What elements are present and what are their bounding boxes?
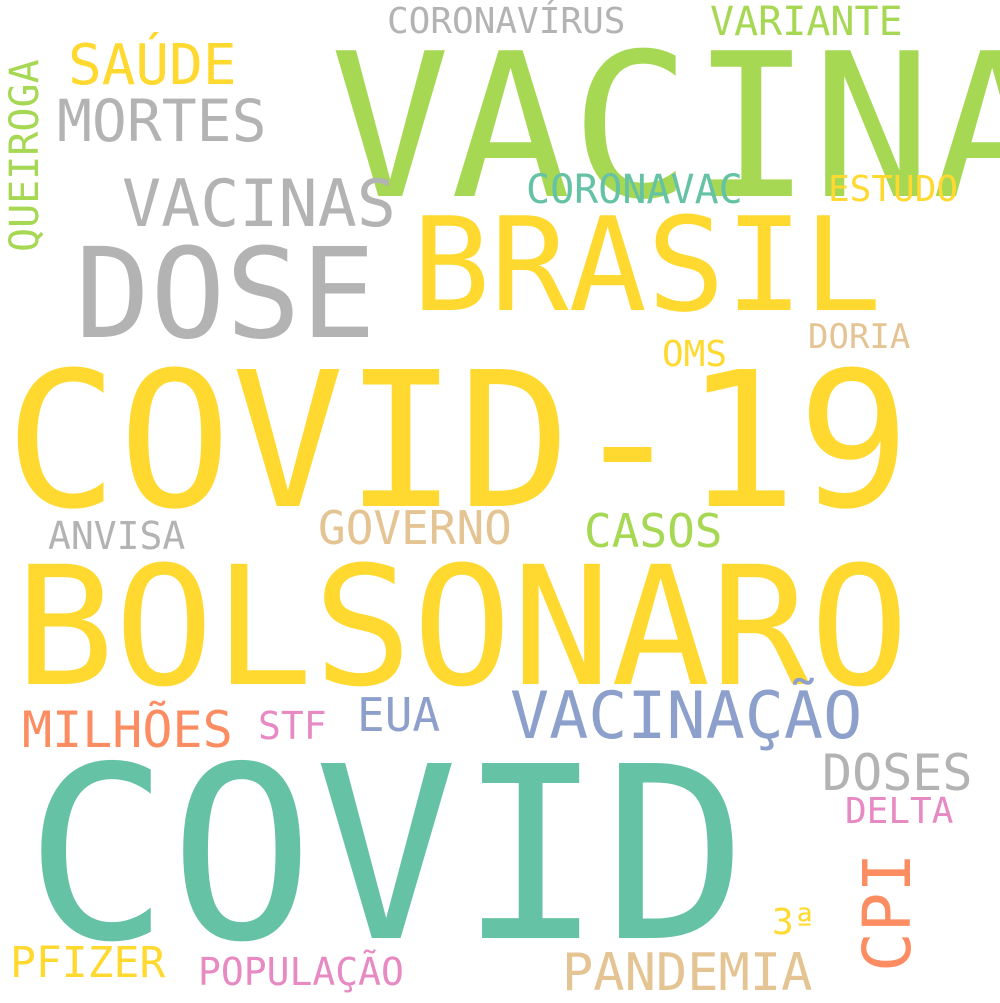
word-pandemia: PANDEMIA: [562, 943, 813, 1003]
word-eua: EUA: [357, 688, 441, 742]
word-3a: 3ª: [772, 902, 816, 943]
word-vacinas: VACINAS: [122, 167, 396, 242]
word-covid-19: COVID-19: [5, 332, 911, 551]
word-covid: COVID: [25, 715, 748, 995]
word-vacina: VACINA: [330, 11, 1000, 244]
word-coronavac: CORONAVAC: [526, 167, 743, 213]
word-delta: DELTA: [845, 791, 954, 832]
word-casos: CASOS: [584, 504, 723, 558]
word-coronavirus: CORONAVÍRUS: [387, 1, 626, 42]
word-milhoes: MILHÕES: [22, 701, 233, 759]
word-doses: DOSES: [822, 744, 973, 802]
word-stf: STF: [258, 704, 327, 748]
word-anvisa: ANVISA: [48, 514, 186, 558]
word-oms: OMS: [662, 334, 728, 375]
word-estudo: ESTUDO: [828, 169, 959, 210]
word-queiroga: QUEIROGA: [2, 59, 48, 252]
word-mortes: MORTES: [57, 87, 267, 155]
word-brasil: BRASIL: [412, 189, 882, 341]
word-variante: VARIANTE: [710, 0, 903, 45]
word-vacinacao: VACINAÇÃO: [510, 679, 863, 754]
word-bolsonaro: BOLSONARO: [15, 531, 910, 723]
word-pfizer: PFIZER: [10, 938, 166, 988]
word-cpi: CPI: [849, 852, 926, 972]
word-saude: SAÚDE: [68, 33, 237, 98]
word-governo: GOVERNO: [318, 501, 512, 555]
word-doria: DORIA: [808, 317, 911, 357]
word-dose: DOSE: [75, 222, 377, 367]
word-populacao: POPULAÇÃO: [198, 950, 404, 994]
